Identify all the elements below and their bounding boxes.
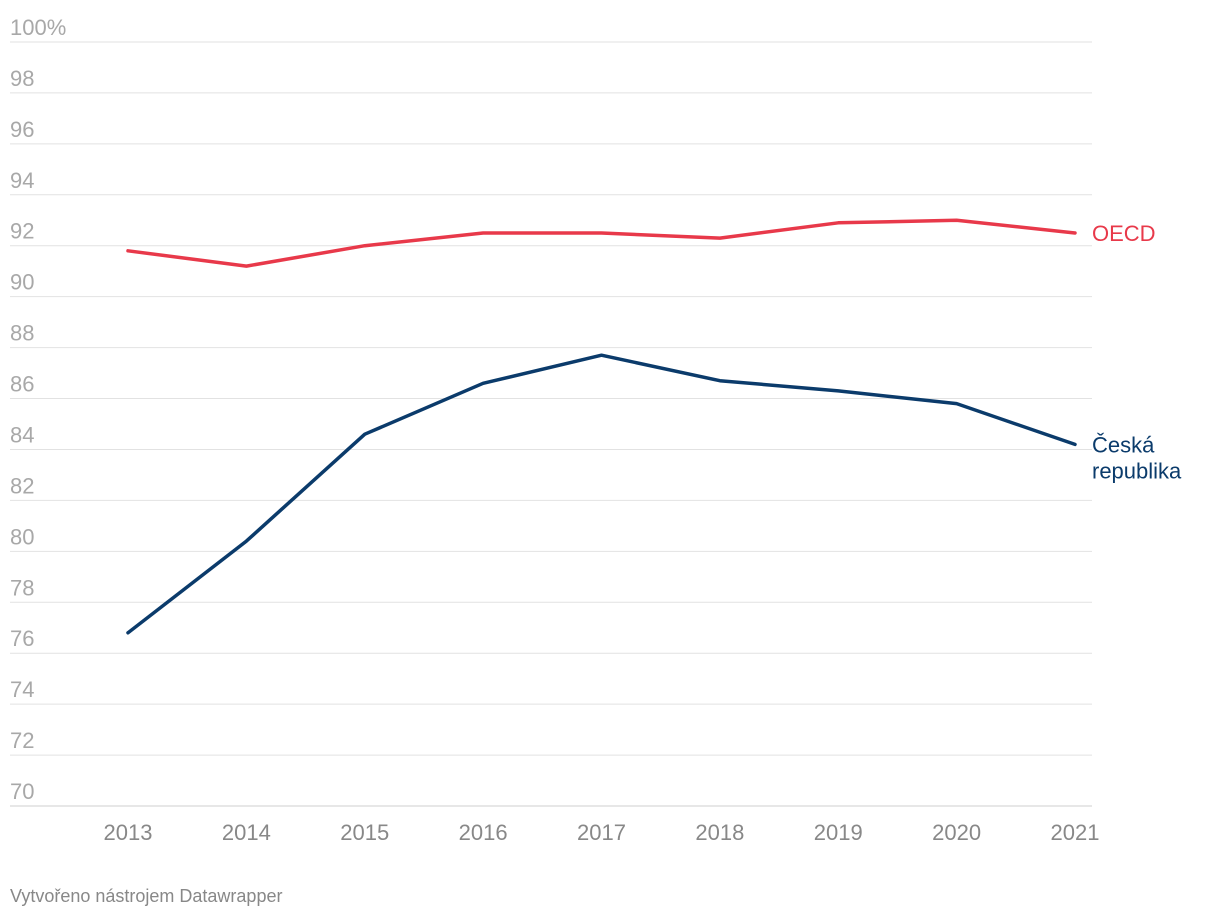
series-labels: OECD Česká republika bbox=[1092, 221, 1182, 483]
y-tick-label: 90 bbox=[10, 270, 34, 295]
x-tick-label: 2019 bbox=[814, 820, 863, 845]
credit-text: Vytvořeno nástrojem Datawrapper bbox=[10, 886, 283, 906]
x-tick-label: 2020 bbox=[932, 820, 981, 845]
y-tick-label: 98 bbox=[10, 66, 34, 91]
x-tick-label: 2014 bbox=[222, 820, 271, 845]
y-tick-label: 100% bbox=[10, 15, 66, 40]
y-tick-label: 86 bbox=[10, 372, 34, 397]
gridlines bbox=[10, 41, 1092, 807]
x-axis-ticks: 2013 2014 2015 2016 2017 2018 2019 2020 2021 bbox=[104, 820, 1100, 845]
y-axis-ticks: 100% 98 96 94 92 90 88 86 84 82 80 78 76 74 72 70 bbox=[10, 15, 66, 804]
y-tick-label: 92 bbox=[10, 219, 34, 244]
series-label--esk-republika: Česká republika bbox=[1092, 432, 1182, 483]
y-tick-label: 82 bbox=[10, 473, 34, 498]
y-tick-label: 72 bbox=[10, 728, 34, 753]
y-tick-label: 74 bbox=[10, 677, 34, 702]
y-tick-label: 80 bbox=[10, 524, 34, 549]
series-label-oecd: OECD bbox=[1092, 221, 1156, 246]
series-lines bbox=[126, 218, 1077, 635]
x-tick-label: 2016 bbox=[459, 820, 508, 845]
x-tick-label: 2017 bbox=[577, 820, 626, 845]
y-tick-label: 88 bbox=[10, 321, 34, 346]
series-line--esk-republika bbox=[126, 353, 1077, 635]
y-tick-label: 70 bbox=[10, 779, 34, 804]
x-tick-label: 2018 bbox=[695, 820, 744, 845]
x-tick-label: 2021 bbox=[1051, 820, 1100, 845]
y-tick-label: 76 bbox=[10, 626, 34, 651]
y-tick-label: 78 bbox=[10, 575, 34, 600]
series-line-oecd bbox=[126, 218, 1077, 268]
x-tick-label: 2013 bbox=[104, 820, 153, 845]
y-tick-label: 94 bbox=[10, 168, 34, 193]
y-tick-label: 84 bbox=[10, 422, 34, 447]
x-tick-label: 2015 bbox=[340, 820, 389, 845]
y-tick-label: 96 bbox=[10, 117, 34, 142]
